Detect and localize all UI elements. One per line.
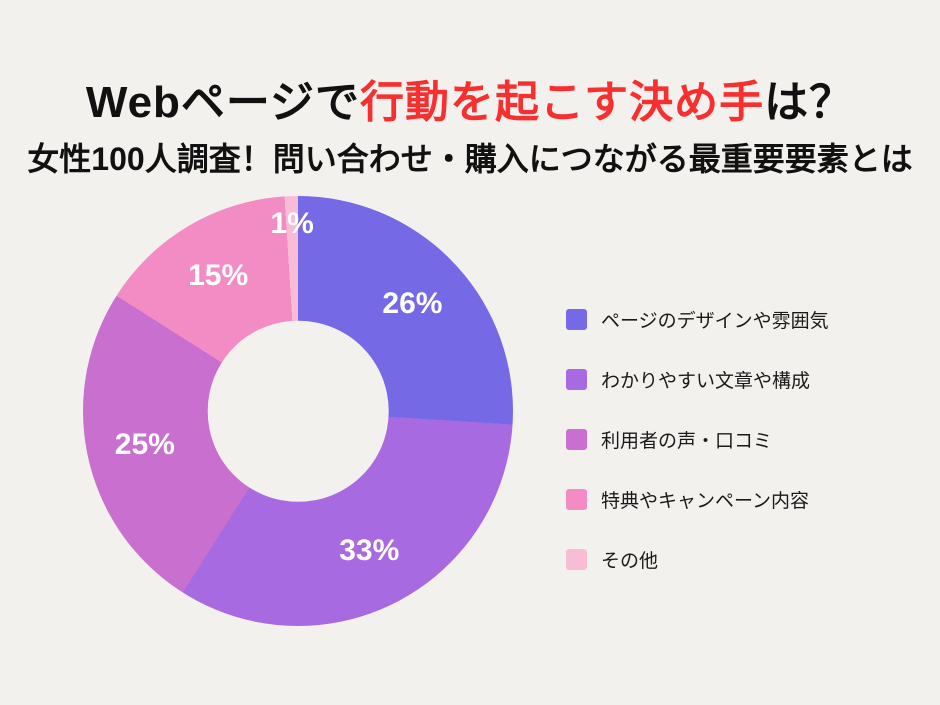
legend-label: その他	[601, 551, 659, 572]
title-highlight: 行動を起こす決め手	[360, 78, 765, 127]
slice-label: 33%	[339, 533, 400, 567]
legend-item: 特典やキャンペーン内容	[566, 486, 829, 513]
legend-label: ページのデザインや雰囲気	[601, 311, 829, 332]
slice-label: 15%	[188, 258, 249, 292]
slice-label: 25%	[114, 428, 175, 462]
legend-item: ページのデザインや雰囲気	[566, 306, 829, 333]
legend-swatch	[566, 549, 587, 570]
slice-label: 26%	[382, 286, 443, 320]
page-subtitle: 女性100人調査！問い合わせ・購入につながる最重要要素とは	[27, 141, 913, 177]
legend-label: 特典やキャンペーン内容	[601, 491, 810, 512]
page-title: Webページで行動を起こす決め手は？	[0, 66, 940, 130]
legend-item: 利用者の声・口コミ	[566, 426, 829, 453]
legend-swatch	[566, 489, 587, 510]
legend-item: わかりやすい文章や構成	[566, 366, 829, 393]
legend-label: 利用者の声・口コミ	[601, 431, 773, 452]
legend-swatch	[566, 309, 587, 330]
title-prefix: Webページで	[85, 78, 361, 127]
legend-label: わかりやすい文章や構成	[601, 371, 811, 392]
slice-label: 1%	[270, 207, 314, 241]
donut-hole	[207, 320, 389, 502]
legend-swatch	[566, 369, 587, 390]
chart-legend: ページのデザインや雰囲気 わかりやすい文章や構成 利用者の声・口コミ 特典やキャ…	[566, 306, 829, 573]
title-suffix: は？	[764, 78, 855, 127]
legend-swatch	[566, 429, 587, 450]
legend-item: その他	[566, 546, 829, 573]
donut-chart: 26% 33% 25% 15% 1%	[83, 196, 513, 626]
